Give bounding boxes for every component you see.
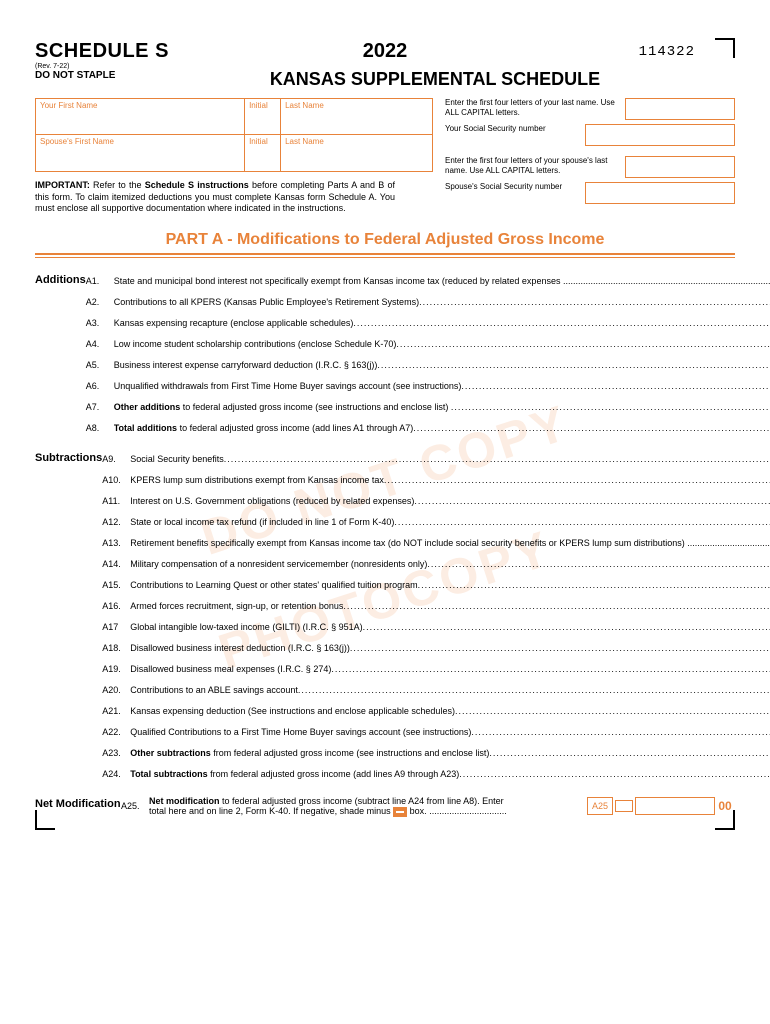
line-text: Disallowed business interest deduction (…: [130, 643, 770, 653]
minus-indicator-box[interactable]: [615, 800, 633, 812]
line-text: KPERS lump sum distributions exempt from…: [130, 475, 770, 485]
important-note: IMPORTANT: Refer to the Schedule S instr…: [35, 180, 395, 215]
net-modification-section: Net Modification A25. Net modification t…: [35, 796, 735, 820]
crop-mark-tr: [715, 38, 735, 58]
line-text: Business interest expense carryforward d…: [114, 360, 770, 370]
line-num: A20.: [102, 685, 130, 695]
spouse-last-name-letters-label: Enter the first four letters of your spo…: [445, 156, 619, 175]
crop-mark-bl: [35, 810, 55, 830]
line-text: Net modification to federal adjusted gro…: [149, 796, 583, 817]
line-text: Contributions to Learning Quest or other…: [130, 580, 770, 590]
tax-year: 2022: [363, 40, 408, 63]
line-text: Kansas expensing recapture (enclose appl…: [114, 318, 770, 328]
spouse-last-name-letters-input[interactable]: [625, 156, 735, 178]
line-num: A17: [102, 622, 130, 632]
spouse-ssn-label: Spouse's Social Security number: [445, 182, 579, 192]
subtractions-section: Subtractions A9.Social Security benefits…: [35, 450, 735, 786]
line-num: A11.: [102, 496, 130, 506]
main-title: KANSAS SUPPLEMENTAL SCHEDULE: [135, 69, 735, 90]
line-text: Low income student scholarship contribut…: [114, 339, 770, 349]
line-text: Interest on U.S. Government obligations …: [130, 496, 770, 506]
line-num: A6.: [86, 381, 114, 391]
line-text: Global intangible low-taxed income (GILT…: [130, 622, 770, 632]
spouse-last-name-field[interactable]: Last Name: [281, 135, 432, 171]
no-staple: DO NOT STAPLE: [35, 70, 169, 81]
form-number: 114322: [639, 44, 695, 60]
divider: [35, 253, 735, 255]
line-num: A12.: [102, 517, 130, 527]
line-num: A25.: [121, 801, 149, 811]
line-text: Total subtractions from federal adjusted…: [130, 769, 770, 779]
line-text: Disallowed business meal expenses (I.R.C…: [130, 664, 770, 674]
subtractions-label: Subtractions: [35, 450, 102, 786]
line-num: A15.: [102, 580, 130, 590]
line-num: A4.: [86, 339, 114, 349]
line-text: Other subtractions from federal adjusted…: [130, 748, 770, 758]
your-last-name-field[interactable]: Last Name: [281, 99, 432, 134]
right-column: Enter the first four letters of your las…: [445, 98, 735, 215]
line-num: A2.: [86, 297, 114, 307]
spouse-initial-field[interactable]: Initial: [245, 135, 281, 171]
additions-label: Additions: [35, 272, 86, 440]
name-box: Your First Name Initial Last Name Spouse…: [35, 98, 433, 172]
line-text: Contributions to an ABLE savings account: [130, 685, 770, 695]
line-num: A21.: [102, 706, 130, 716]
line-num: A10.: [102, 475, 130, 485]
top-section: Your First Name Initial Last Name Spouse…: [35, 98, 735, 215]
line-num: A18.: [102, 643, 130, 653]
ssn-label: Your Social Security number: [445, 124, 579, 134]
line-num: A13.: [102, 538, 130, 548]
ssn-input[interactable]: [585, 124, 735, 146]
line-num: A3.: [86, 318, 114, 328]
line-num: A16.: [102, 601, 130, 611]
line-num: A19.: [102, 664, 130, 674]
line-num: A14.: [102, 559, 130, 569]
amount-input[interactable]: [635, 797, 715, 815]
last-name-letters-label: Enter the first four letters of your las…: [445, 98, 619, 117]
line-text: Unqualified withdrawals from First Time …: [114, 381, 770, 391]
line-num: A1.: [86, 276, 114, 286]
crop-mark-br: [715, 810, 735, 830]
last-name-letters-input[interactable]: [625, 98, 735, 120]
line-num: A24.: [102, 769, 130, 779]
line-num: A5.: [86, 360, 114, 370]
line-text: State or local income tax refund (if inc…: [130, 517, 770, 527]
line-num: A22.: [102, 727, 130, 737]
divider: [35, 257, 735, 258]
line-text: Military compensation of a nonresident s…: [130, 559, 770, 569]
your-first-name-field[interactable]: Your First Name: [36, 99, 245, 134]
line-num: A9.: [102, 454, 130, 464]
line-num: A23.: [102, 748, 130, 758]
spouse-ssn-input[interactable]: [585, 182, 735, 204]
line-num: A8.: [86, 423, 114, 433]
line-text: Social Security benefits: [130, 454, 770, 464]
line-text: Armed forces recruitment, sign-up, or re…: [130, 601, 770, 611]
additions-section: Additions A1.State and municipal bond in…: [35, 272, 735, 440]
line-text: Total additions to federal adjusted gros…: [114, 423, 770, 433]
your-initial-field[interactable]: Initial: [245, 99, 281, 134]
minus-shade-box: [393, 807, 407, 817]
line-text: Other additions to federal adjusted gros…: [114, 402, 770, 412]
spouse-first-name-field[interactable]: Spouse's First Name: [36, 135, 245, 171]
part-a-title: PART A - Modifications to Federal Adjust…: [35, 231, 735, 249]
line-text: Retirement benefits specifically exempt …: [130, 538, 770, 548]
line-text: Qualified Contributions to a First Time …: [130, 727, 770, 737]
line-text: State and municipal bond interest not sp…: [114, 276, 770, 286]
line-num: A7.: [86, 402, 114, 412]
schedule-title: SCHEDULE S: [35, 40, 169, 63]
line-text: Contributions to all KPERS (Kansas Publi…: [114, 297, 770, 307]
revision: (Rev. 7-22): [35, 63, 169, 70]
line-label: A25: [587, 797, 613, 815]
line-text: Kansas expensing deduction (See instruct…: [130, 706, 770, 716]
